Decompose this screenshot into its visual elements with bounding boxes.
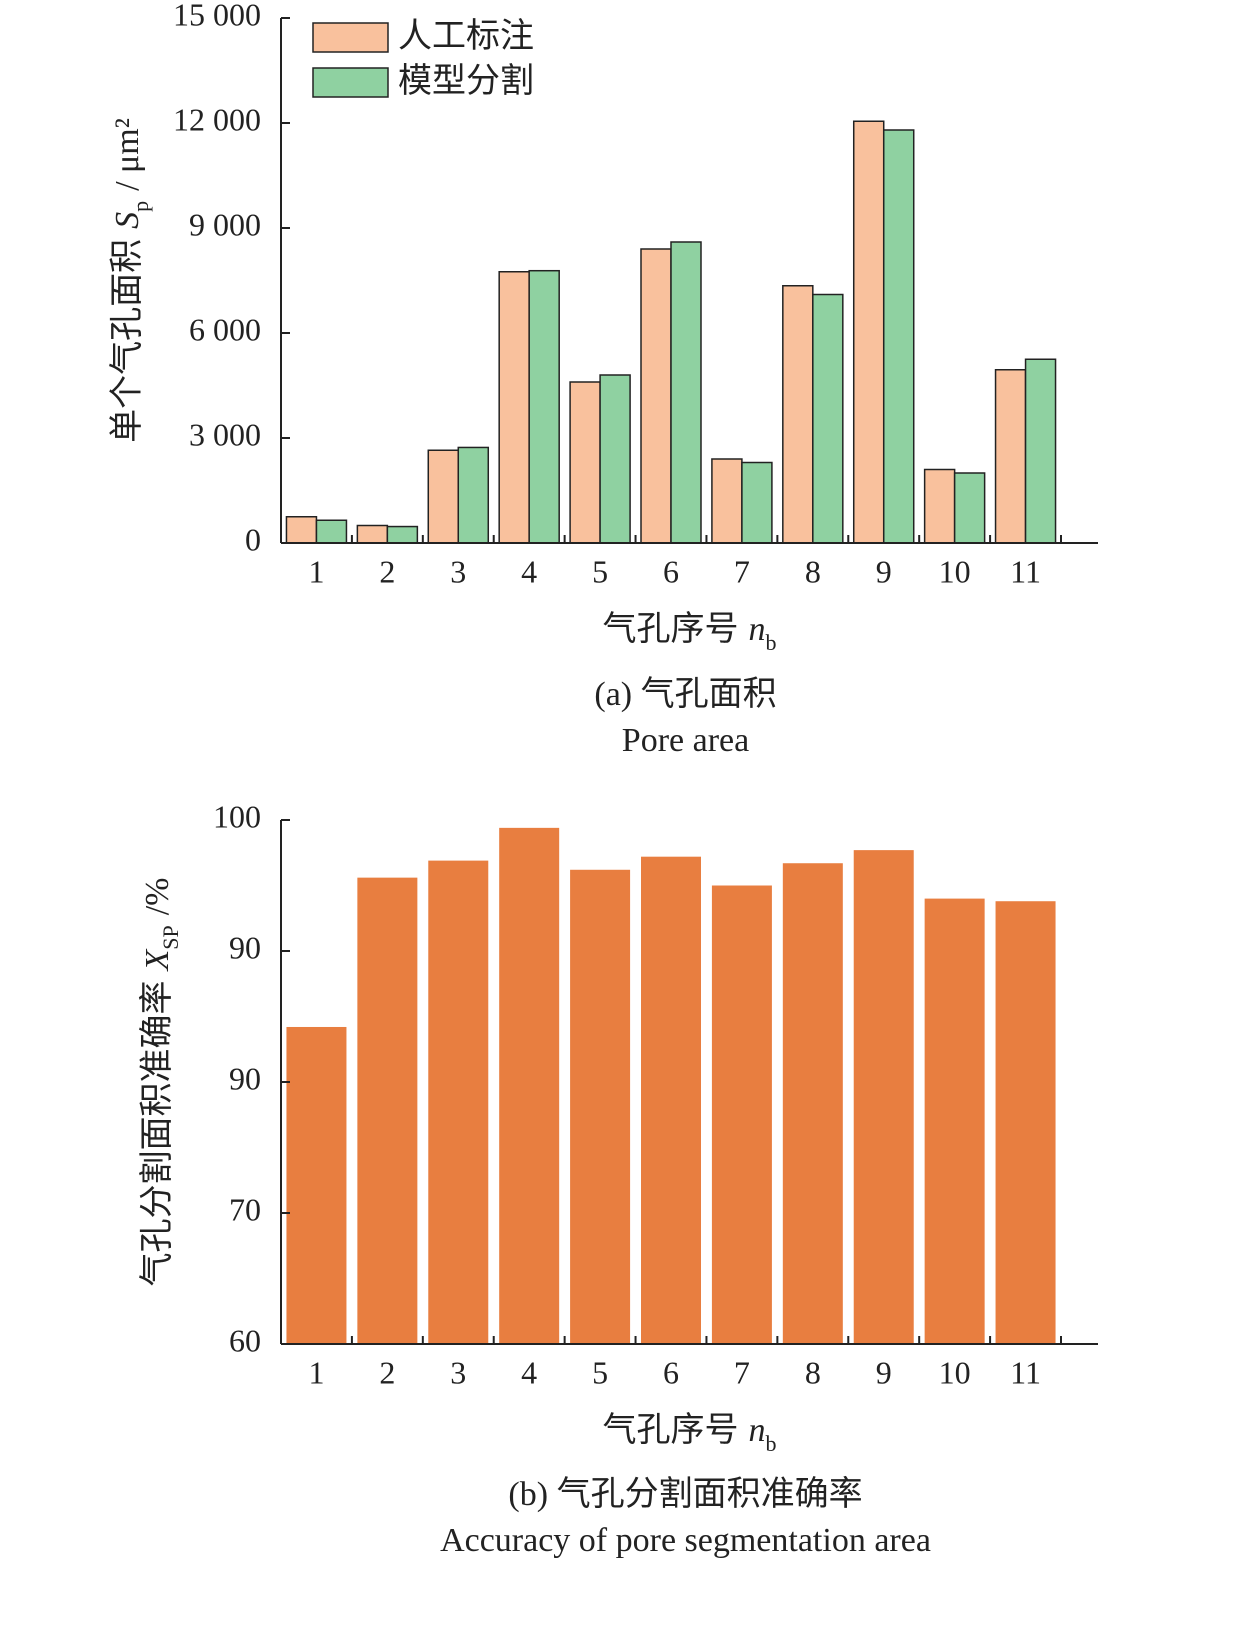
bar [428, 860, 489, 1344]
bar [711, 458, 743, 544]
axis-label-var: n [749, 611, 766, 648]
bar [953, 472, 986, 544]
caption-en: Accuracy of pore segmentation area [440, 1522, 931, 1559]
x-tick-label: 5 [592, 1354, 608, 1390]
legend-label: 模型分割 [398, 62, 534, 100]
axis-label-sub: SP [158, 925, 183, 949]
bar [641, 856, 701, 1344]
axis-label: 气孔分割面积准确率 XSP /% [138, 877, 183, 1286]
bar [1024, 358, 1057, 544]
bar [356, 524, 389, 544]
x-tick-label: 9 [876, 553, 892, 589]
x-tick-label: 2 [379, 553, 395, 589]
bar [923, 468, 956, 544]
legend-label: 人工标注 [398, 17, 534, 55]
bar [640, 248, 672, 544]
axis-label: 气孔序号 nb [603, 610, 777, 655]
x-tick-label: 8 [805, 553, 821, 589]
y-tick-label: 15 000 [173, 0, 261, 32]
bar [357, 877, 418, 1344]
axis-label: 单个气孔面积 Sp / μm² [108, 118, 153, 443]
bar [853, 850, 914, 1344]
y-tick-label: 6 000 [189, 311, 261, 347]
y-tick-label: 100 [213, 798, 261, 834]
axis-label-text: 气孔序号 [603, 610, 739, 648]
bar [386, 525, 419, 544]
legend-swatch [312, 67, 389, 98]
x-tick-label: 6 [663, 553, 679, 589]
x-tick-label: 5 [592, 553, 608, 589]
y-tick-label: 90 [229, 929, 261, 965]
bar [924, 898, 985, 1344]
axis-label: 气孔序号 nb [603, 1411, 777, 1456]
caption: (a) 气孔面积 [594, 675, 776, 713]
axis-label-var: X [139, 949, 176, 973]
bar [741, 461, 773, 544]
y-tick-label: 70 [229, 1191, 261, 1227]
axis-label-text: 气孔分割面积准确率 [138, 981, 176, 1287]
y-tick-label: 12 000 [173, 101, 261, 137]
bar [315, 519, 348, 544]
axis-label-unit: / μm² [109, 118, 146, 191]
y-tick-label: 3 000 [189, 416, 261, 452]
x-tick-label: 4 [521, 1354, 537, 1390]
x-tick-label: 10 [939, 553, 971, 589]
bar [995, 901, 1056, 1344]
y-tick-label: 9 000 [189, 206, 261, 242]
axis-label-text: 单个气孔面积 [108, 239, 146, 443]
axis-label-text: 气孔序号 [603, 1411, 739, 1449]
x-tick-label: 2 [379, 1354, 395, 1390]
bar [882, 129, 915, 544]
bar [427, 449, 460, 544]
x-tick-label: 3 [450, 553, 466, 589]
bar [670, 241, 702, 544]
y-tick-label: 0 [245, 521, 261, 557]
bar [569, 381, 601, 544]
bar [812, 293, 844, 544]
x-tick-label: 11 [1010, 553, 1041, 589]
x-tick-label: 3 [450, 1354, 466, 1390]
axis-label-var: n [749, 1412, 766, 1449]
bar [599, 374, 631, 544]
x-tick-label: 10 [939, 1354, 971, 1390]
bar [782, 863, 843, 1344]
caption-en: Pore area [622, 722, 749, 759]
legend-swatch [312, 22, 389, 53]
x-tick-label: 8 [805, 1354, 821, 1390]
caption: (b) 气孔分割面积准确率 [508, 1475, 862, 1513]
bar [498, 271, 530, 544]
bar [782, 285, 814, 544]
x-tick-label: 6 [663, 1354, 679, 1390]
x-tick-label: 7 [734, 553, 750, 589]
axis-label-var: S [109, 212, 146, 229]
x-tick-label: 7 [734, 1354, 750, 1390]
y-tick-label: 90 [229, 1060, 261, 1096]
bar [711, 885, 772, 1344]
bar [528, 269, 560, 544]
axis-label-sub: b [766, 1431, 777, 1456]
bar [499, 827, 560, 1344]
x-tick-label: 4 [521, 553, 537, 589]
y-tick-label: 60 [229, 1322, 261, 1358]
bar [285, 516, 318, 544]
x-tick-label: 1 [308, 553, 324, 589]
bar [286, 1026, 347, 1344]
bar [852, 120, 885, 544]
bar [994, 369, 1027, 544]
axis-label-sub: b [766, 630, 777, 655]
x-tick-label: 1 [308, 1354, 324, 1390]
bar [457, 446, 490, 544]
axis-label-sub: p [128, 201, 153, 212]
x-tick-label: 9 [876, 1354, 892, 1390]
bar [570, 869, 631, 1344]
x-tick-label: 11 [1010, 1354, 1041, 1390]
axis-label-unit: /% [139, 877, 176, 915]
